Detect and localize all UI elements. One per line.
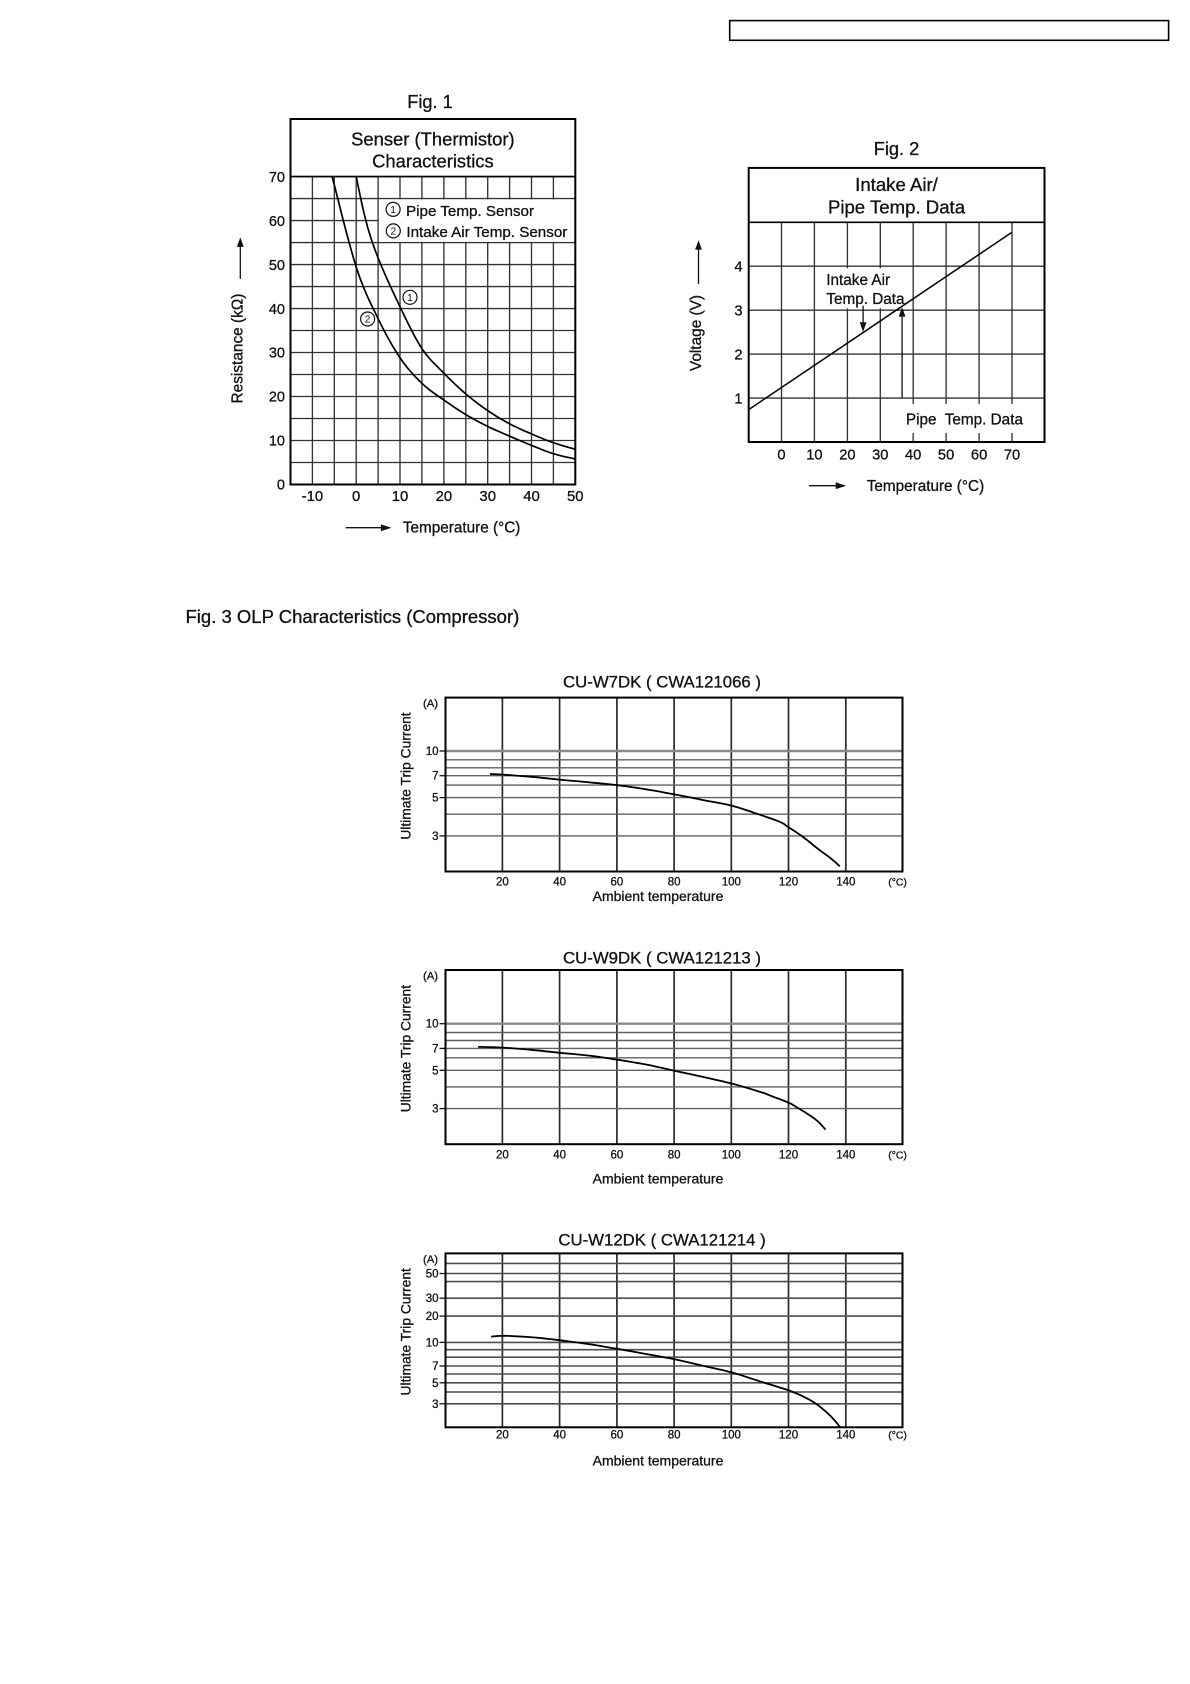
- svg-text:50: 50: [426, 1269, 439, 1281]
- svg-text:10: 10: [806, 448, 822, 464]
- svg-text:Intake Air/: Intake Air/: [855, 174, 939, 195]
- svg-text:40: 40: [553, 1150, 566, 1162]
- svg-text:7: 7: [432, 771, 438, 783]
- svg-text:0: 0: [277, 478, 285, 494]
- svg-text:50: 50: [567, 489, 584, 505]
- svg-text:30: 30: [872, 448, 888, 464]
- svg-text:30: 30: [269, 346, 285, 362]
- svg-text:1: 1: [390, 205, 396, 216]
- svg-text:CU-W7DK ( CWA121066 ): CU-W7DK ( CWA121066 ): [563, 673, 761, 692]
- svg-text:120: 120: [779, 1430, 798, 1442]
- svg-text:60: 60: [611, 1150, 624, 1162]
- svg-text:7: 7: [432, 1043, 438, 1055]
- svg-text:20: 20: [269, 390, 285, 406]
- svg-text:5: 5: [432, 1065, 438, 1077]
- svg-text:Pipe Temp. Data: Pipe Temp. Data: [906, 412, 1024, 429]
- svg-text:Pipe Temp. Sensor: Pipe Temp. Sensor: [406, 203, 534, 220]
- svg-text:(A): (A): [423, 698, 438, 710]
- svg-text:60: 60: [611, 1430, 624, 1442]
- svg-text:Fig. 1: Fig. 1: [407, 92, 453, 112]
- svg-text:3: 3: [432, 831, 438, 843]
- svg-text:20: 20: [496, 1150, 509, 1162]
- svg-text:2: 2: [734, 347, 742, 363]
- svg-text:30: 30: [426, 1293, 439, 1305]
- svg-text:20: 20: [426, 1311, 439, 1323]
- svg-text:Ambient temperature: Ambient temperature: [593, 1453, 724, 1469]
- svg-text:Fig. 2: Fig. 2: [874, 139, 920, 159]
- svg-text:Voltage (V): Voltage (V): [688, 295, 705, 371]
- svg-text:10: 10: [269, 434, 285, 450]
- svg-text:120: 120: [779, 1150, 798, 1162]
- svg-text:80: 80: [668, 1430, 681, 1442]
- svg-text:4: 4: [734, 259, 742, 275]
- svg-text:140: 140: [836, 1430, 855, 1442]
- svg-text:20: 20: [436, 489, 453, 505]
- svg-text:CU-W12DK ( CWA121214 ): CU-W12DK ( CWA121214 ): [558, 1231, 765, 1250]
- svg-text:40: 40: [269, 302, 285, 318]
- svg-text:20: 20: [496, 1430, 509, 1442]
- svg-text:(°C): (°C): [888, 1151, 907, 1162]
- svg-text:(A): (A): [423, 971, 438, 983]
- svg-text:40: 40: [553, 1430, 566, 1442]
- svg-text:Resistance (kΩ): Resistance (kΩ): [229, 294, 246, 404]
- svg-text:1: 1: [734, 391, 742, 407]
- svg-text:40: 40: [553, 877, 566, 889]
- svg-text:Characteristics: Characteristics: [372, 151, 494, 172]
- svg-text:7: 7: [432, 1361, 438, 1373]
- svg-text:Ultimate Trip Current: Ultimate Trip Current: [399, 712, 414, 839]
- svg-text:60: 60: [611, 877, 624, 889]
- svg-text:Ultimate Trip Current: Ultimate Trip Current: [399, 985, 414, 1112]
- svg-text:-10: -10: [302, 489, 324, 505]
- svg-text:5: 5: [432, 793, 438, 805]
- svg-text:(°C): (°C): [888, 1431, 907, 1442]
- svg-text:20: 20: [839, 448, 855, 464]
- svg-text:2: 2: [390, 227, 396, 238]
- svg-text:5: 5: [432, 1378, 438, 1390]
- svg-text:100: 100: [722, 1150, 741, 1162]
- svg-text:Temp. Data: Temp. Data: [826, 291, 905, 308]
- svg-text:40: 40: [523, 489, 540, 505]
- svg-text:3: 3: [734, 303, 742, 319]
- svg-text:140: 140: [836, 877, 855, 889]
- svg-text:0: 0: [352, 489, 360, 505]
- svg-text:30: 30: [479, 489, 496, 505]
- svg-text:10: 10: [426, 1337, 439, 1349]
- svg-text:Fig. 3 OLP Characteristics (Co: Fig. 3 OLP Characteristics (Compressor): [186, 606, 520, 627]
- svg-text:Pipe Temp. Data: Pipe Temp. Data: [828, 196, 966, 217]
- svg-text:3: 3: [432, 1104, 438, 1116]
- svg-text:60: 60: [971, 448, 987, 464]
- svg-text:50: 50: [938, 448, 954, 464]
- svg-text:Ambient temperature: Ambient temperature: [593, 888, 724, 904]
- svg-text:10: 10: [426, 1019, 439, 1031]
- svg-text:10: 10: [426, 746, 439, 758]
- svg-text:Intake Air: Intake Air: [826, 272, 890, 289]
- svg-text:100: 100: [722, 1430, 741, 1442]
- svg-text:80: 80: [668, 1150, 681, 1162]
- svg-text:10: 10: [392, 489, 409, 505]
- svg-text:1: 1: [407, 293, 413, 304]
- svg-text:70: 70: [269, 170, 285, 186]
- svg-text:60: 60: [269, 214, 285, 230]
- svg-text:(A): (A): [423, 1254, 438, 1266]
- svg-text:20: 20: [496, 877, 509, 889]
- svg-text:50: 50: [269, 258, 285, 274]
- svg-text:Ultimate Trip Current: Ultimate Trip Current: [399, 1268, 414, 1395]
- svg-text:120: 120: [779, 877, 798, 889]
- svg-text:(°C): (°C): [888, 878, 907, 889]
- svg-text:Senser (Thermistor): Senser (Thermistor): [351, 128, 515, 149]
- svg-text:CU-W9DK ( CWA121213 ): CU-W9DK ( CWA121213 ): [563, 949, 761, 968]
- svg-text:140: 140: [836, 1150, 855, 1162]
- svg-text:40: 40: [905, 448, 921, 464]
- svg-text:2: 2: [365, 315, 371, 326]
- svg-text:3: 3: [432, 1399, 438, 1411]
- svg-text:Intake Air Temp. Sensor: Intake Air Temp. Sensor: [406, 224, 567, 241]
- svg-text:100: 100: [722, 877, 741, 889]
- svg-text:Temperature (°C): Temperature (°C): [403, 519, 520, 536]
- svg-text:70: 70: [1004, 448, 1020, 464]
- svg-text:0: 0: [777, 448, 785, 464]
- svg-text:Ambient temperature: Ambient temperature: [593, 1171, 724, 1187]
- svg-text:80: 80: [668, 877, 681, 889]
- svg-text:Temperature (°C): Temperature (°C): [867, 478, 984, 495]
